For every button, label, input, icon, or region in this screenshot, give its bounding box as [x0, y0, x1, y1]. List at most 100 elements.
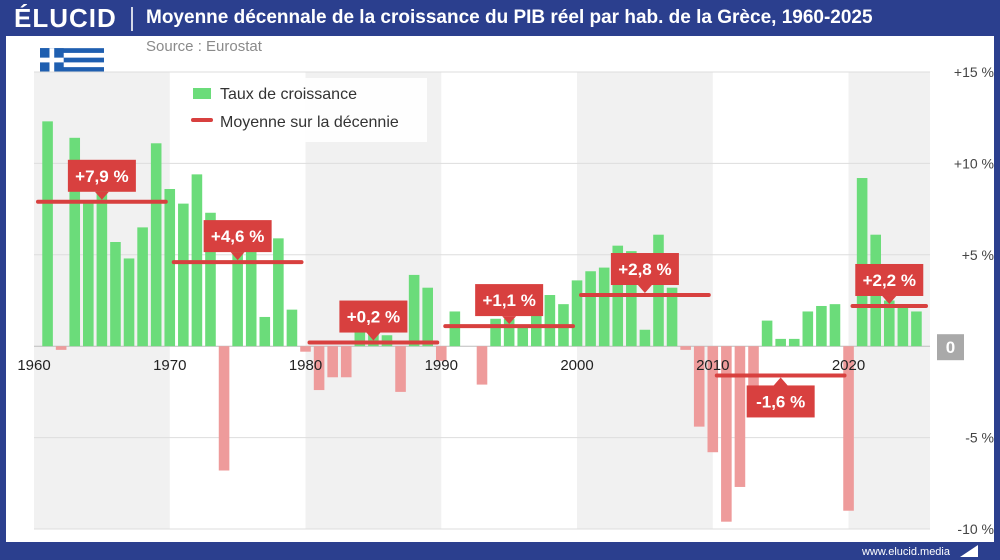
legend-entry-average: Moyenne sur la décennie	[220, 114, 399, 131]
y-tick-label: -5 %	[965, 430, 994, 446]
growth-bars	[42, 121, 922, 522]
bar-2005	[639, 329, 651, 347]
bar-1971	[178, 203, 189, 347]
average-label-text: +2,2 %	[863, 271, 916, 290]
average-label-1960: +7,9 %	[67, 159, 136, 200]
bar-2014	[761, 320, 773, 347]
x-tick-label: 2000	[560, 357, 593, 374]
bar-1997	[531, 293, 542, 347]
average-label-1980: +0,2 %	[339, 300, 408, 341]
bar-1976	[245, 251, 257, 347]
footer-url: www.elucid.media	[861, 546, 950, 558]
bar-1979	[286, 309, 298, 347]
bar-1994	[490, 318, 501, 347]
bar-1961	[42, 121, 53, 347]
legend: Taux de croissance Moyenne sur la décenn…	[175, 78, 427, 142]
x-tick-labels: 1960 1970 1980 1990 2000 2010 2020	[17, 357, 865, 374]
bar-2020	[843, 346, 854, 511]
brand-logo: ÉLUCID	[14, 3, 117, 33]
bar-2011	[721, 346, 732, 522]
bar-1990	[435, 346, 447, 361]
chart-title: Moyenne décennale de la croissance du PI…	[146, 7, 873, 28]
average-label-1970: +4,6 %	[203, 220, 272, 261]
bar-1988	[408, 274, 420, 347]
average-label-text: +7,9 %	[75, 167, 128, 186]
bar-2008	[680, 346, 691, 350]
bar-1998	[544, 295, 556, 347]
y-tick-label: 0	[946, 338, 955, 357]
source-note: Source : Eurostat	[146, 38, 262, 55]
legend-swatch-line	[191, 118, 213, 122]
bar-2001	[585, 271, 596, 347]
bar-1982	[327, 346, 338, 378]
average-label-text: +2,8 %	[618, 260, 671, 279]
bar-2019	[829, 304, 841, 347]
bar-2002	[598, 267, 610, 347]
bar-2021	[856, 178, 868, 347]
footer-bar: www.elucid.media	[0, 542, 1000, 560]
x-tick-label: 2010	[696, 357, 729, 374]
y-tick-label: +10 %	[954, 155, 994, 171]
bar-1973	[205, 212, 216, 347]
average-label-text: +1,1 %	[482, 291, 535, 310]
bar-2006	[653, 234, 664, 347]
bar-1970	[164, 188, 176, 347]
average-label-text: +4,6 %	[211, 227, 264, 246]
bar-1977	[259, 316, 271, 347]
bar-1980	[300, 346, 311, 352]
zero-badge	[937, 334, 964, 361]
bar-1966	[110, 242, 121, 347]
bar-1975	[232, 249, 243, 347]
bar-1983	[340, 346, 352, 378]
average-label-text: +0,2 %	[347, 308, 400, 327]
bar-1981	[313, 346, 325, 391]
header-bar: ÉLUCID Moyenne décennale de la croissanc…	[0, 0, 1000, 36]
x-tick-label: 2020	[832, 357, 865, 374]
bar-1964	[83, 201, 94, 347]
bar-2010	[707, 346, 719, 453]
bar-2007	[666, 287, 678, 347]
bar-2009	[693, 346, 705, 427]
y-tick-label: -10 %	[957, 521, 994, 537]
bar-2012	[734, 346, 746, 487]
average-lines	[36, 199, 928, 378]
bar-1965	[96, 172, 108, 347]
bar-2000	[571, 280, 583, 347]
bar-1963	[69, 137, 81, 347]
bar-1968	[137, 227, 148, 347]
bar-1974	[218, 346, 230, 471]
bar-1969	[150, 143, 162, 347]
y-tick-labels: +15 % +10 % +5 % 0 -5 % -10 %	[937, 64, 994, 537]
x-tick-label: 1960	[17, 357, 50, 374]
header-divider	[131, 7, 133, 31]
average-label-2000: +2,8 %	[610, 253, 679, 294]
bar-1996	[517, 327, 529, 347]
bar-2016	[788, 338, 800, 347]
x-tick-label: 1970	[153, 357, 186, 374]
average-label-text: -1,6 %	[756, 392, 805, 411]
y-tick-label: +15 %	[954, 64, 994, 80]
bar-1993	[476, 346, 488, 385]
bar-2015	[775, 338, 786, 347]
bar-2025	[911, 311, 922, 347]
bar-1962	[55, 346, 67, 350]
bar-2023	[883, 300, 895, 347]
legend-entry-growth: Taux de croissance	[220, 86, 357, 103]
bar-2024	[897, 305, 909, 347]
bar-1978	[273, 238, 284, 347]
gridlines	[34, 71, 930, 530]
average-label-2010: -1,6 %	[746, 377, 815, 418]
average-label-1990: +1,1 %	[475, 284, 544, 325]
legend-box	[175, 78, 427, 142]
average-labels: +7,9 % +4,6 % +0,2 % +1,1 % +2,8 % -1,6 % +2,2…	[67, 159, 924, 418]
x-tick-label: 1990	[425, 357, 458, 374]
legend-swatch-bar	[193, 88, 211, 99]
bar-1987	[395, 346, 406, 392]
y-tick-label: +5 %	[962, 247, 994, 263]
bar-1991	[449, 311, 461, 347]
x-tick-label: 1980	[289, 357, 322, 374]
bar-2017	[802, 311, 814, 347]
bar-1989	[422, 287, 433, 347]
